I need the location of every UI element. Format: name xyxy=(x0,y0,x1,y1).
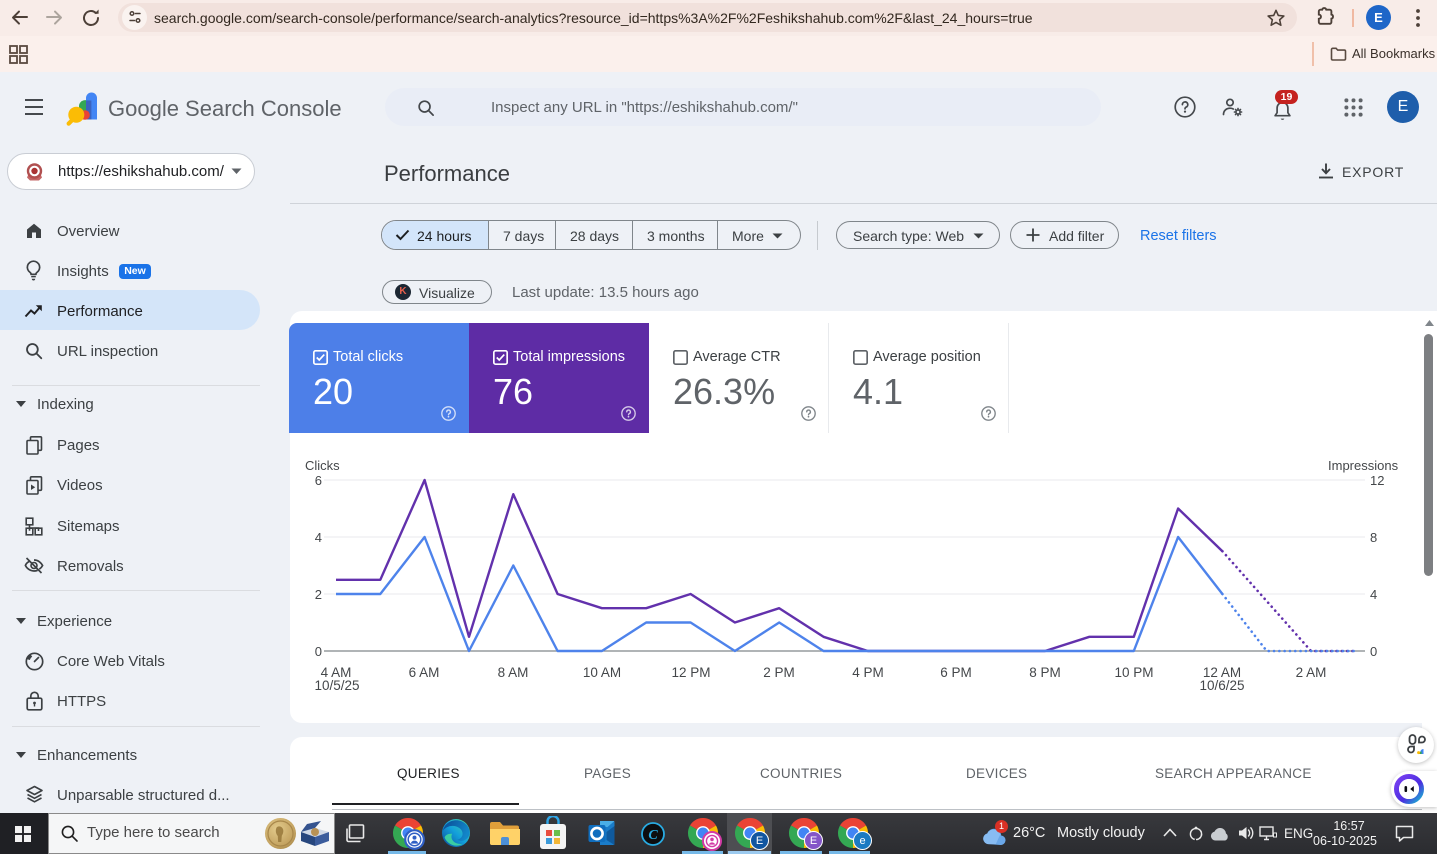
svg-text:C: C xyxy=(648,828,658,843)
